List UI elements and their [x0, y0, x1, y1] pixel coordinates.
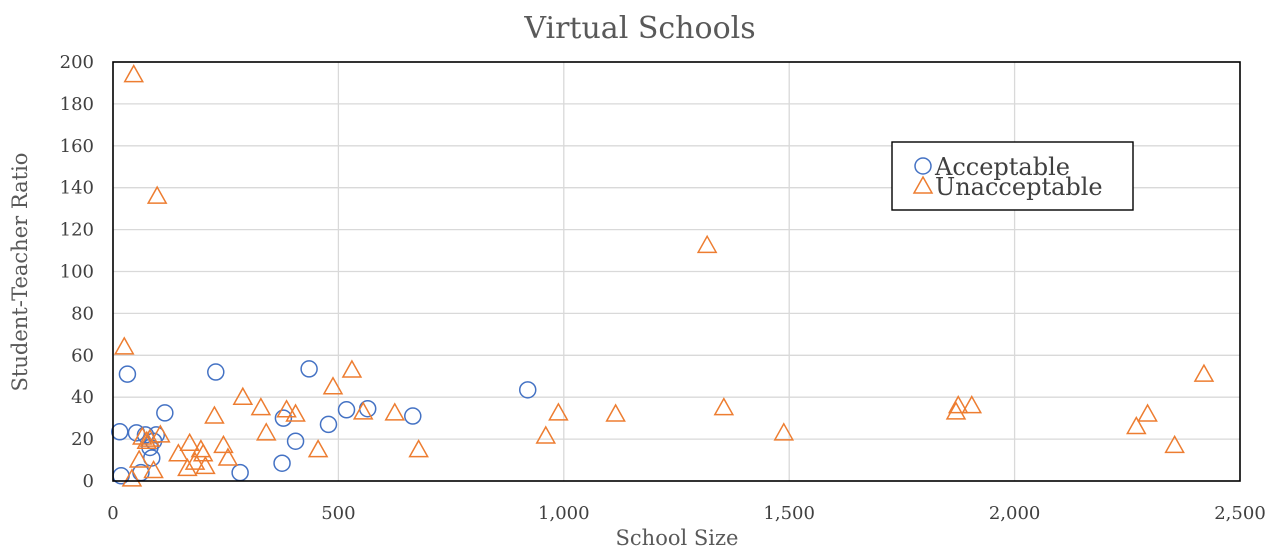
x-tick-label: 1,500 — [763, 503, 815, 524]
point-unacceptable — [177, 457, 198, 477]
y-axis-tick-labels: 0 20 40 60 80 100 120 140 160 180 200 — [60, 52, 94, 492]
point-acceptable — [231, 463, 249, 482]
point-unacceptable — [123, 64, 145, 83]
point-unacceptable — [352, 401, 374, 420]
legend-marker-acceptable — [914, 157, 932, 175]
point-acceptable — [156, 404, 174, 422]
point-unacceptable — [1126, 416, 1147, 435]
point-acceptable — [111, 423, 129, 441]
y-tick-label: 140 — [60, 178, 94, 199]
x-tick-label: 2,000 — [989, 503, 1041, 524]
point-unacceptable — [1164, 434, 1185, 454]
y-tick-label: 40 — [71, 387, 94, 408]
x-tick-label: 0 — [107, 503, 118, 524]
point-acceptable — [207, 363, 225, 381]
y-tick-label: 200 — [60, 52, 94, 73]
point-unacceptable — [146, 185, 168, 204]
point-unacceptable — [548, 402, 569, 421]
legend-label-unacceptable: Unacceptable — [935, 173, 1103, 201]
point-unacceptable — [136, 430, 158, 449]
point-acceptable — [319, 415, 338, 434]
point-unacceptable — [961, 395, 983, 414]
point-unacceptable — [307, 439, 329, 458]
point-unacceptable — [121, 468, 143, 487]
point-acceptable — [274, 409, 293, 427]
chart-title: Virtual Schools — [523, 11, 755, 46]
point-unacceptable — [605, 403, 626, 422]
point-unacceptable — [113, 336, 135, 355]
y-gridlines — [113, 103, 1240, 440]
y-tick-label: 120 — [60, 220, 94, 241]
y-tick-label: 20 — [71, 429, 94, 450]
point-unacceptable — [150, 424, 171, 443]
legend-box — [891, 141, 1134, 211]
point-unacceptable — [945, 401, 967, 420]
point-unacceptable — [773, 422, 795, 441]
point-acceptable — [518, 381, 537, 399]
y-tick-label: 80 — [71, 303, 94, 324]
point-unacceptable — [179, 432, 200, 452]
point-unacceptable — [1137, 403, 1158, 422]
point-unacceptable — [217, 447, 239, 466]
y-tick-label: 180 — [60, 94, 94, 115]
point-unacceptable — [168, 443, 189, 462]
point-unacceptable — [408, 439, 429, 458]
series-acceptable — [111, 360, 537, 485]
point-unacceptable — [535, 425, 557, 444]
point-unacceptable — [285, 403, 306, 422]
legend-label-acceptable: Acceptable — [934, 153, 1070, 181]
point-unacceptable — [322, 376, 344, 395]
point-acceptable — [286, 432, 305, 450]
plot-area-border — [112, 61, 1241, 482]
data-points — [111, 64, 1215, 487]
point-unacceptable — [250, 397, 272, 416]
point-unacceptable — [276, 399, 297, 418]
point-unacceptable — [204, 405, 225, 424]
y-tick-label: 160 — [60, 136, 94, 157]
point-unacceptable — [713, 397, 735, 416]
y-tick-label: 100 — [60, 262, 94, 283]
point-unacceptable — [143, 459, 164, 479]
point-unacceptable — [1193, 363, 1215, 382]
point-unacceptable — [384, 402, 406, 421]
point-acceptable — [273, 454, 291, 472]
x-tick-label: 1,000 — [538, 503, 590, 524]
point-unacceptable — [255, 422, 277, 441]
y-axis-title: Student-Teacher Ratio — [8, 153, 32, 392]
point-unacceptable — [232, 386, 254, 405]
point-unacceptable — [213, 434, 234, 454]
point-unacceptable — [139, 428, 161, 447]
series-unacceptable — [113, 64, 1215, 487]
point-unacceptable — [947, 395, 969, 414]
y-tick-label: 60 — [71, 345, 94, 366]
point-unacceptable — [696, 234, 718, 254]
x-tick-label: 2,500 — [1214, 503, 1266, 524]
point-acceptable — [337, 401, 356, 419]
point-unacceptable — [128, 449, 150, 468]
x-tick-label: 500 — [321, 503, 355, 524]
point-unacceptable — [195, 455, 216, 475]
x-axis-tick-labels: 0 500 1,000 1,500 2,000 2,500 — [107, 503, 1265, 524]
x-axis-title: School Size — [616, 526, 739, 550]
point-unacceptable — [341, 359, 363, 378]
point-acceptable — [404, 407, 422, 425]
point-acceptable — [358, 399, 377, 418]
legend-marker-unacceptable — [912, 175, 934, 194]
point-acceptable — [118, 365, 137, 383]
y-tick-label: 0 — [83, 471, 94, 492]
legend: Acceptable Unacceptable — [891, 141, 1134, 211]
point-acceptable — [300, 360, 318, 378]
